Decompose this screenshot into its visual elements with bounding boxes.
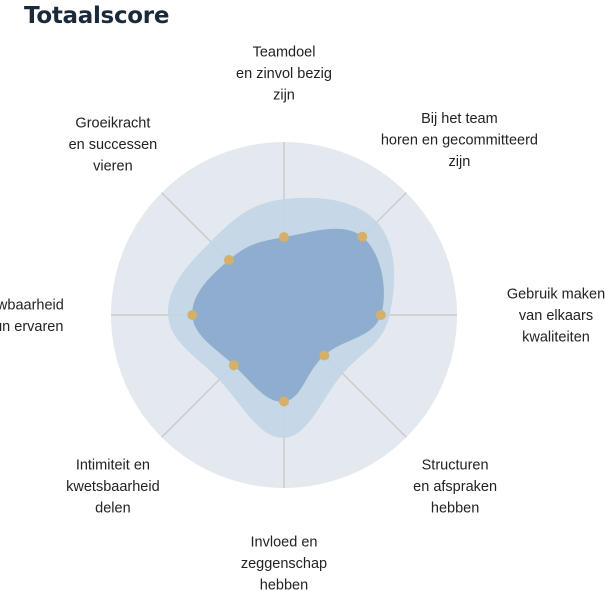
axis-label-line: Teamdoel	[253, 45, 316, 61]
radar-points	[187, 231, 386, 407]
radar-data-point	[279, 396, 289, 407]
axis-label-line: Gebruik maken	[507, 287, 605, 303]
axis-label-line: Groeikracht	[75, 115, 150, 131]
axis-label-line: hebben	[260, 578, 308, 591]
axis-label-line: horen en gecommitteerd	[381, 133, 538, 149]
axis-label-line: Betrouwbaarheid	[0, 297, 64, 313]
axis-label-line: Bij het team	[421, 111, 498, 127]
radar-score-area	[192, 228, 384, 402]
axis-label-line: en steun ervaren	[0, 319, 63, 335]
axis-label-line: hebben	[431, 501, 479, 517]
radar-axis-labels: Teamdoel en zinvol bezig zijn Bij het team h…	[0, 45, 605, 591]
axis-label: Intimiteit en kwetsbaarheid delen	[66, 458, 160, 517]
axis-label-line: delen	[95, 501, 130, 517]
axis-label: Teamdoel en zinvol bezig zijn	[236, 45, 332, 104]
chart-title: Totaalscore	[24, 3, 170, 29]
radar-data-point	[187, 310, 198, 320]
radar-data-point	[224, 255, 234, 265]
axis-label-line: zijn	[273, 88, 295, 104]
radar-data-point	[279, 232, 289, 243]
axis-label-line: zijn	[449, 154, 471, 170]
axis-label: Bij het team horen en gecommitteerd zijn	[381, 111, 538, 170]
axis-label-line: kwetsbaarheid	[66, 479, 160, 495]
axis-label-line: Invloed en	[251, 535, 318, 551]
radar-data-point	[228, 360, 239, 371]
axis-label-line: Intimiteit en	[76, 458, 150, 474]
axis-label: Betrouwbaarheid en steun ervaren	[0, 297, 64, 335]
axis-label: Invloed en zeggenschap hebben	[241, 535, 327, 591]
axis-label: Structuren en afspraken hebben	[413, 458, 497, 517]
axis-label: Gebruik maken van elkaars kwaliteiten	[507, 287, 605, 346]
axis-label-line: kwaliteiten	[522, 330, 590, 346]
axis-label-line: Structuren	[422, 458, 489, 474]
axis-label-line: zeggenschap	[241, 556, 327, 572]
axis-label-line: van elkaars	[519, 308, 593, 324]
radar-data-point	[319, 350, 330, 361]
axis-label-line: vieren	[93, 158, 133, 174]
axis-label-line: en successen	[69, 137, 158, 153]
axis-label-line: en afspraken	[413, 479, 497, 495]
radar-data-point	[375, 310, 386, 320]
axis-label-line: en zinvol bezig	[236, 66, 332, 82]
radar-data-point	[357, 231, 368, 242]
axis-label: Groeikracht en successen vieren	[69, 115, 158, 174]
